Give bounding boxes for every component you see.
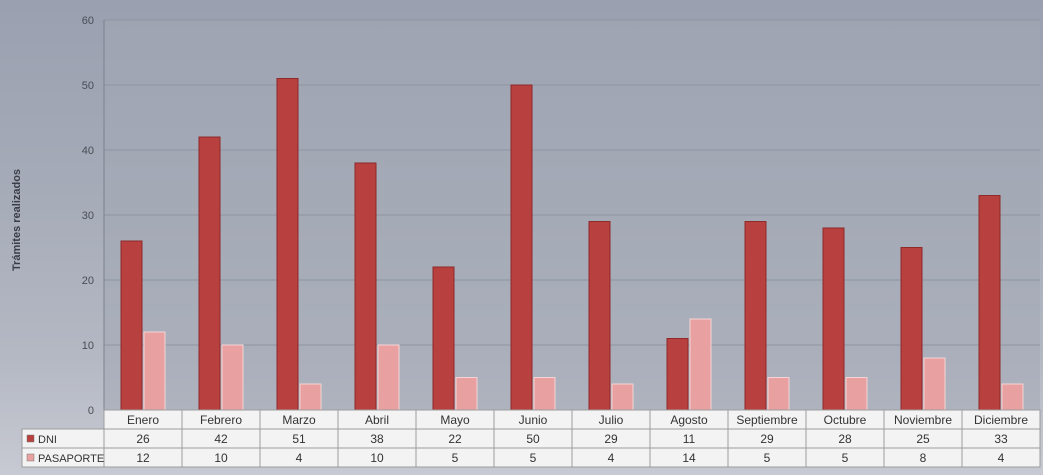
y-tick-label: 30	[82, 210, 94, 222]
x-tick-label: Octubre	[824, 413, 867, 427]
data-label-pasaporte: 10	[370, 451, 384, 465]
y-tick-label: 10	[82, 340, 94, 352]
data-label-pasaporte: 5	[530, 451, 537, 465]
bar-dni-septiembre	[744, 221, 767, 411]
bar-dni-marzo	[276, 78, 299, 411]
bar-pasaporte-diciembre	[1001, 383, 1024, 411]
data-label-dni: 50	[526, 432, 540, 446]
data-label-dni: 33	[994, 432, 1008, 446]
bar-pasaporte-agosto	[689, 318, 712, 411]
data-label-dni: 29	[604, 432, 618, 446]
data-label-pasaporte: 5	[452, 451, 459, 465]
x-tick-label: Junio	[519, 413, 548, 427]
data-label-pasaporte: 4	[296, 451, 303, 465]
bar-dni-agosto	[666, 338, 689, 411]
bar-pasaporte-septiembre	[767, 377, 790, 411]
data-label-dni: 28	[838, 432, 852, 446]
data-label-dni: 51	[292, 432, 306, 446]
bar-pasaporte-noviembre	[923, 357, 946, 411]
bar-dni-enero	[120, 240, 143, 411]
bar-pasaporte-octubre	[845, 377, 868, 411]
y-tick-label: 20	[82, 275, 94, 287]
bar-pasaporte-julio	[611, 383, 634, 411]
y-tick-label: 50	[82, 80, 94, 92]
x-tick-label: Marzo	[282, 413, 316, 427]
data-label-dni: 42	[214, 432, 228, 446]
legend-label-dni: DNI	[38, 434, 57, 446]
x-tick-label: Abril	[365, 413, 389, 427]
data-label-pasaporte: 14	[682, 451, 696, 465]
data-table: Enero2612Febrero4210Marzo514Abril3810May…	[21, 409, 1041, 468]
bar-dni-julio	[588, 221, 611, 411]
plot-area: 0 10 20 30 40 50 60	[82, 15, 1040, 417]
bar-dni-junio	[510, 84, 533, 411]
data-label-pasaporte: 5	[764, 451, 771, 465]
data-label-pasaporte: 12	[136, 451, 150, 465]
bar-dni-abril	[354, 162, 377, 411]
y-tick-label: 40	[82, 145, 94, 157]
data-label-pasaporte: 4	[998, 451, 1005, 465]
data-label-pasaporte: 10	[214, 451, 228, 465]
x-tick-label: Febrero	[200, 413, 242, 427]
bar-dni-mayo	[432, 266, 455, 411]
data-label-dni: 38	[370, 432, 384, 446]
bar-dni-noviembre	[900, 247, 923, 411]
bar-dni-octubre	[822, 227, 845, 411]
x-tick-label: Agosto	[670, 413, 708, 427]
y-tick-label: 60	[82, 15, 94, 27]
x-tick-label: Noviembre	[894, 413, 952, 427]
x-tick-label: Julio	[599, 413, 624, 427]
data-label-pasaporte: 5	[842, 451, 849, 465]
x-tick-label: Septiembre	[736, 413, 798, 427]
y-tick-label: 0	[88, 405, 94, 417]
data-label-pasaporte: 4	[608, 451, 615, 465]
bar-pasaporte-mayo	[455, 377, 478, 411]
data-label-dni: 11	[683, 432, 696, 446]
legend-swatch-dni	[26, 434, 35, 443]
bar-pasaporte-enero	[143, 331, 166, 411]
legend-swatch-pasaporte	[26, 453, 35, 462]
x-tick-label: Enero	[127, 413, 159, 427]
x-tick-label: Diciembre	[974, 413, 1028, 427]
bar-pasaporte-abril	[377, 344, 400, 411]
bar-pasaporte-marzo	[299, 383, 322, 411]
data-label-dni: 25	[916, 432, 930, 446]
data-label-dni: 29	[760, 432, 774, 446]
bar-pasaporte-febrero	[221, 344, 244, 411]
bar-dni-febrero	[198, 136, 221, 411]
bar-pasaporte-junio	[533, 377, 556, 411]
data-label-pasaporte: 8	[920, 451, 927, 465]
data-label-dni: 22	[448, 432, 462, 446]
data-label-dni: 26	[136, 432, 150, 446]
legend-label-pasaporte: PASAPORTE	[38, 453, 104, 465]
x-tick-label: Mayo	[440, 413, 470, 427]
bar-dni-diciembre	[978, 195, 1001, 411]
